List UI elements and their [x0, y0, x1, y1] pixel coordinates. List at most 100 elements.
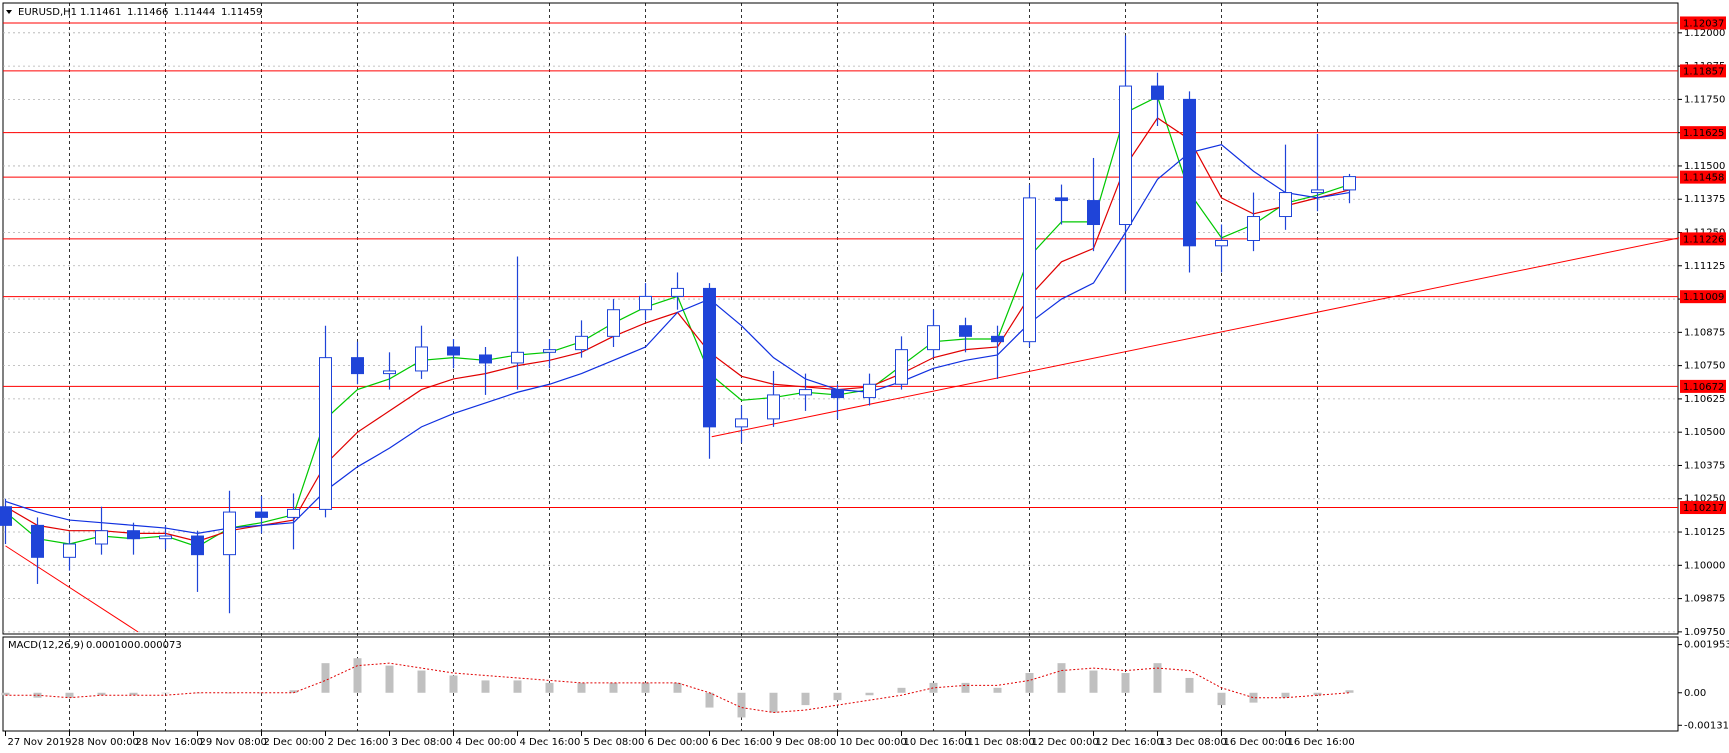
candle-body — [831, 389, 844, 399]
candle-body — [191, 535, 204, 556]
x-tick-label: 4 Dec 00:00 — [456, 737, 517, 748]
menu-triangle — [6, 10, 12, 14]
x-tick-label: 2 Dec 16:00 — [328, 737, 389, 748]
trendline — [5, 545, 139, 633]
candle-body — [1247, 216, 1260, 241]
macd-bar — [1281, 692, 1290, 698]
macd-bar — [641, 682, 650, 693]
x-tick-label: 12 Dec 16:00 — [1096, 737, 1163, 748]
level-label-box — [1680, 379, 1726, 393]
y-tick-label: 1.10375 — [1684, 460, 1725, 471]
y-tick-label: 0.001953 — [1684, 640, 1729, 651]
macd-bar — [449, 675, 458, 693]
level-label-box — [1680, 232, 1726, 246]
level-label-box — [1680, 126, 1726, 140]
plot: 1.09750 1.09875 1.10000 1.10125 1.10250 1.103… — [0, 3, 1729, 748]
macd-bar — [897, 687, 906, 693]
quote-low: 1.11444 — [174, 7, 215, 18]
candle-body — [1055, 197, 1068, 202]
macd-bar — [1089, 670, 1098, 693]
macd-bar — [65, 692, 74, 698]
level-label: 1.11625 — [1683, 128, 1724, 139]
quote-close: 1.11459 — [221, 7, 262, 18]
y-tick-label: 1.09750 — [1684, 627, 1725, 638]
main-panel — [2, 2, 1679, 635]
signal-line — [5, 662, 1350, 713]
candle-body — [287, 508, 300, 518]
candle-body — [255, 511, 268, 518]
level-label: 1.10217 — [1683, 503, 1724, 514]
y-tick-label: 1.10000 — [1684, 560, 1725, 571]
macd-bar — [801, 692, 810, 706]
trendline — [711, 237, 1680, 438]
macd-bar — [289, 690, 298, 693]
macd-bar — [577, 682, 586, 693]
macd-bar — [609, 682, 618, 693]
y-tick-label: 1.10500 — [1684, 427, 1725, 438]
level-label-box — [1680, 170, 1726, 184]
x-tick-label: 16 Dec 00:00 — [1224, 737, 1291, 748]
level-label: 1.12037 — [1683, 18, 1724, 29]
x-tick-label: 16 Dec 16:00 — [1288, 737, 1355, 748]
y-tick-label: 1.11750 — [1684, 94, 1725, 105]
candle-body — [1279, 192, 1292, 218]
macd-bar — [673, 682, 682, 693]
macd-bar — [833, 692, 842, 701]
x-tick-label: 11 Dec 08:00 — [968, 737, 1035, 748]
level-label-box — [1680, 64, 1726, 78]
macd-bar — [1, 692, 10, 696]
y-tick-label: 1.10125 — [1684, 527, 1725, 538]
level-label: 1.11226 — [1683, 234, 1724, 245]
level-label-box — [1680, 16, 1726, 30]
candle-body — [1343, 176, 1356, 191]
signal-value: 0.000073 — [134, 640, 182, 651]
macd-bar — [161, 692, 170, 694]
macd-bar — [513, 680, 522, 693]
quote-high: 1.11466 — [127, 7, 168, 18]
macd-bar — [417, 670, 426, 693]
level-label: 1.10672 — [1683, 382, 1724, 393]
candle-body — [927, 325, 940, 351]
candle-body — [63, 543, 76, 558]
x-tick-label: 5 Dec 08:00 — [584, 737, 645, 748]
macd-bar — [769, 692, 778, 713]
x-tick-label: 6 Dec 16:00 — [712, 737, 773, 748]
macd-bar — [929, 682, 938, 693]
level-label: 1.11857 — [1683, 66, 1724, 77]
macd-bar — [129, 692, 138, 696]
candle-body — [383, 370, 396, 375]
level-label-box — [1680, 290, 1726, 304]
candle-body — [0, 506, 12, 526]
macd-bar — [1121, 673, 1130, 693]
candle-body — [127, 530, 140, 540]
candle-body — [863, 383, 876, 399]
y-tick-label: 1.11125 — [1684, 261, 1725, 272]
y-tick-label: 0.00 — [1684, 688, 1706, 699]
macd-title: MACD(12,26,9) — [8, 640, 84, 651]
macd-bar — [481, 680, 490, 693]
macd-bar — [1153, 663, 1162, 693]
macd-bar — [705, 692, 714, 708]
macd-panel — [2, 636, 1679, 732]
candle-body — [639, 295, 652, 311]
candle-body — [223, 511, 236, 556]
x-tick-label: 28 Nov 00:00 — [72, 737, 139, 748]
candle-body — [351, 357, 364, 375]
candle-body — [159, 535, 172, 540]
macd-bar — [353, 658, 362, 693]
y-tick-label: 1.11375 — [1684, 194, 1725, 205]
y-tick-label: 1.10625 — [1684, 394, 1725, 405]
candle-body — [1087, 200, 1100, 226]
candle-body — [671, 287, 684, 297]
quote-open: 1.11461 — [80, 7, 121, 18]
candle-body — [319, 357, 332, 510]
candle-body — [543, 349, 556, 353]
candle-body — [1151, 85, 1164, 100]
macd-bar — [97, 692, 106, 696]
candle-body — [895, 349, 908, 385]
y-tick-label: 1.10875 — [1684, 327, 1725, 338]
level-label: 1.11009 — [1683, 292, 1724, 303]
x-tick-label: 10 Dec 00:00 — [840, 737, 907, 748]
candle-body — [799, 389, 812, 396]
